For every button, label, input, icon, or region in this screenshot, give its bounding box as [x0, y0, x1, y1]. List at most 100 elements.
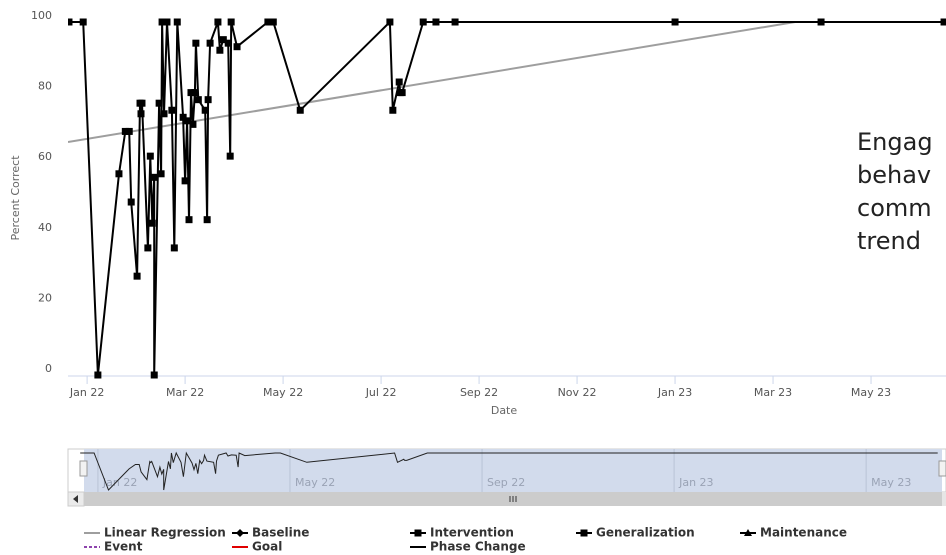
data-point [386, 18, 394, 26]
data-point [163, 18, 171, 26]
legend-item[interactable]: Generalization [576, 526, 695, 540]
data-point [179, 113, 187, 121]
legend-marker [414, 529, 422, 537]
data-point [138, 99, 146, 107]
legend-item[interactable]: Baseline [232, 526, 309, 540]
x-tick-label: Sep 22 [460, 386, 498, 399]
navigator-line [80, 451, 938, 491]
legend-marker [236, 529, 244, 537]
navigator-tick-label: May 22 [295, 476, 335, 489]
data-point [219, 36, 227, 44]
data-point [94, 371, 102, 379]
y-tick-label: 40 [38, 221, 52, 234]
legend-label: Maintenance [760, 526, 847, 540]
x-tick-label: May 22 [263, 386, 303, 399]
y-tick-label: 0 [45, 362, 52, 375]
x-tick-label: Jan 23 [657, 386, 692, 399]
data-point [214, 18, 222, 26]
data-point [168, 106, 176, 114]
data-point [451, 18, 459, 26]
data-point [183, 117, 191, 125]
data-point [191, 89, 199, 97]
data-point [127, 198, 135, 206]
x-tick-label: May 23 [851, 386, 891, 399]
data-point [185, 216, 193, 224]
data-point [68, 18, 73, 26]
data-point [817, 18, 825, 26]
navigator-tick-label: Sep 22 [487, 476, 525, 489]
legend-label: Generalization [596, 526, 695, 540]
data-point [160, 110, 168, 118]
x-tick-label: Mar 23 [754, 386, 792, 399]
data-point [269, 18, 277, 26]
data-point [216, 46, 224, 54]
data-point [227, 18, 235, 26]
data-point [192, 39, 200, 47]
navigator-tick-label: Jan 23 [678, 476, 713, 489]
navigator-selection[interactable] [84, 449, 942, 492]
data-point [158, 18, 166, 26]
data-point [79, 18, 87, 26]
data-point [133, 272, 141, 280]
data-point [206, 39, 214, 47]
navigator-handle-left[interactable] [79, 460, 88, 477]
annotation: behav [857, 161, 931, 189]
scrollbar-grip [509, 496, 517, 502]
annotation: trend [857, 227, 921, 255]
data-point [233, 43, 241, 51]
navigator-handle-right[interactable] [938, 460, 946, 477]
x-tick-label: Nov 22 [558, 386, 597, 399]
data-point [173, 18, 181, 26]
data-point [419, 18, 427, 26]
data-point [203, 216, 211, 224]
legend-item[interactable]: Maintenance [740, 526, 847, 540]
legend-label: Baseline [252, 526, 309, 540]
data-point [150, 173, 158, 181]
legend-item[interactable]: Intervention [410, 526, 514, 540]
data-point [194, 96, 202, 104]
data-point [264, 18, 272, 26]
x-tick-label: Mar 22 [166, 386, 204, 399]
x-tick-label: Jan 22 [69, 386, 104, 399]
y-tick-label: 80 [38, 80, 52, 93]
data-point [398, 89, 406, 97]
legend-marker [744, 529, 752, 536]
navigator-tick-label: Jan 22 [102, 476, 137, 489]
legend-label: Intervention [430, 526, 514, 540]
y-axis-title: Percent Correct [9, 155, 22, 241]
data-point [155, 99, 163, 107]
data-point [389, 106, 397, 114]
legend-label: Phase Change [430, 540, 526, 554]
legend-item[interactable]: Phase Change [410, 540, 526, 554]
y-tick-label: 20 [38, 291, 52, 304]
annotation: Engag [857, 128, 933, 156]
data-point [296, 106, 304, 114]
legend-item[interactable]: Event [84, 540, 143, 554]
data-point [671, 18, 679, 26]
data-point [144, 244, 152, 252]
data-point [137, 110, 145, 118]
scrollbar-arrow [73, 495, 78, 503]
navigator-tick-label: May 23 [871, 476, 911, 489]
data-point [395, 78, 403, 86]
legend-label: Linear Regression [104, 526, 226, 540]
x-tick-label: Jul 22 [365, 386, 397, 399]
data-point [121, 127, 129, 135]
data-point [157, 170, 165, 178]
data-point [150, 371, 158, 379]
legend-item[interactable]: Linear Regression [84, 526, 226, 540]
data-point [204, 96, 212, 104]
data-point [940, 18, 946, 26]
data-point [224, 39, 232, 47]
legend-item[interactable]: Goal [232, 540, 282, 554]
data-point [181, 177, 189, 185]
x-axis-title: Date [491, 404, 518, 417]
data-point [201, 106, 209, 114]
y-tick-label: 100 [31, 9, 52, 22]
data-point [125, 127, 133, 135]
data-point [432, 18, 440, 26]
data-point [115, 170, 123, 178]
annotation: comm [857, 194, 932, 222]
legend-marker [580, 529, 588, 537]
